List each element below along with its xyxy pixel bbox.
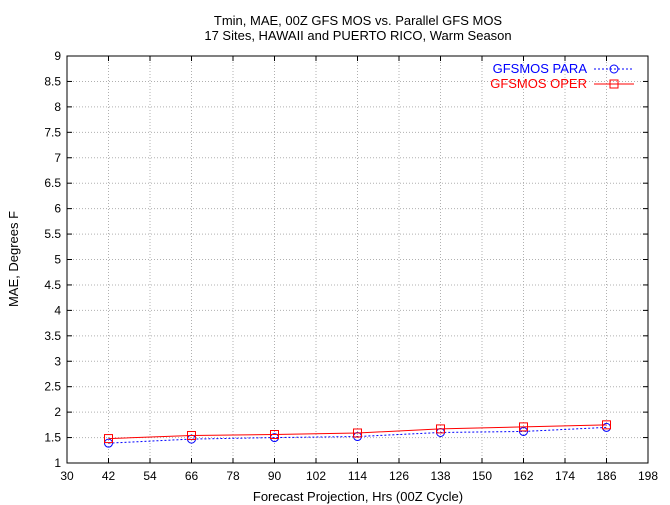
data-point [602,420,611,430]
x-tick-label: 114 [348,469,367,483]
series-square [104,420,611,444]
axis-ticks: 30 42 54 66 78 90 102 114 126 138 150 162 174 186 1981… [44,49,658,483]
data-point [104,434,113,444]
x-tick-label: 90 [268,469,282,483]
x-tick-label: 126 [389,469,409,483]
data-point [519,422,528,432]
y-tick-label: 4 [54,303,61,317]
data-point [436,424,445,434]
y-tick-label: 3.5 [44,329,61,343]
x-tick-label: 54 [143,469,157,483]
legend-marker [609,79,619,89]
y-tick-label: 5 [54,253,61,267]
x-tick-label: 66 [185,469,199,483]
series-layer [104,420,611,448]
x-tick-label: 198 [638,469,658,483]
y-axis-label: MAE, Degrees F [6,211,21,307]
legend-marker [609,64,619,74]
y-tick-label: 9 [54,49,61,63]
x-tick-label: 150 [472,469,492,483]
plot-frame [66,55,649,464]
x-tick-label: 42 [102,469,116,483]
y-tick-label: 4.5 [44,278,61,292]
data-point [104,438,113,448]
y-tick-label: 8.5 [44,74,61,88]
y-tick-label: 1 [54,456,61,470]
data-point [270,430,279,440]
chart-title: Tmin, MAE, 00Z GFS MOS vs. Parallel GFS … [214,13,503,28]
y-tick-label: 3 [54,354,61,368]
x-tick-label: 138 [430,469,450,483]
grid [67,56,648,463]
y-tick-label: 2.5 [44,380,61,394]
x-tick-label: 186 [596,469,616,483]
data-point [353,428,362,438]
chart-subtitle: 17 Sites, HAWAII and PUERTO RICO, Warm S… [204,28,511,43]
y-tick-label: 1.5 [44,431,61,445]
legend-label: GFSMOS OPER [490,76,587,91]
x-tick-label: 30 [60,469,74,483]
x-tick-label: 162 [513,469,533,483]
data-point [519,426,528,436]
y-tick-label: 5.5 [44,227,61,241]
y-tick-label: 7.5 [44,125,61,139]
x-tick-label: 78 [226,469,240,483]
x-tick-label: 102 [306,469,326,483]
data-point [187,431,196,441]
legend-label: GFSMOS PARA [493,61,588,76]
y-tick-label: 6 [54,202,61,216]
y-tick-label: 7 [54,151,61,165]
y-tick-label: 2 [54,405,61,419]
x-axis-label: Forecast Projection, Hrs (00Z Cycle) [253,489,463,504]
series-line [108,424,607,440]
y-tick-label: 8 [54,100,61,114]
x-tick-label: 174 [555,469,575,483]
y-tick-label: 6.5 [44,176,61,190]
